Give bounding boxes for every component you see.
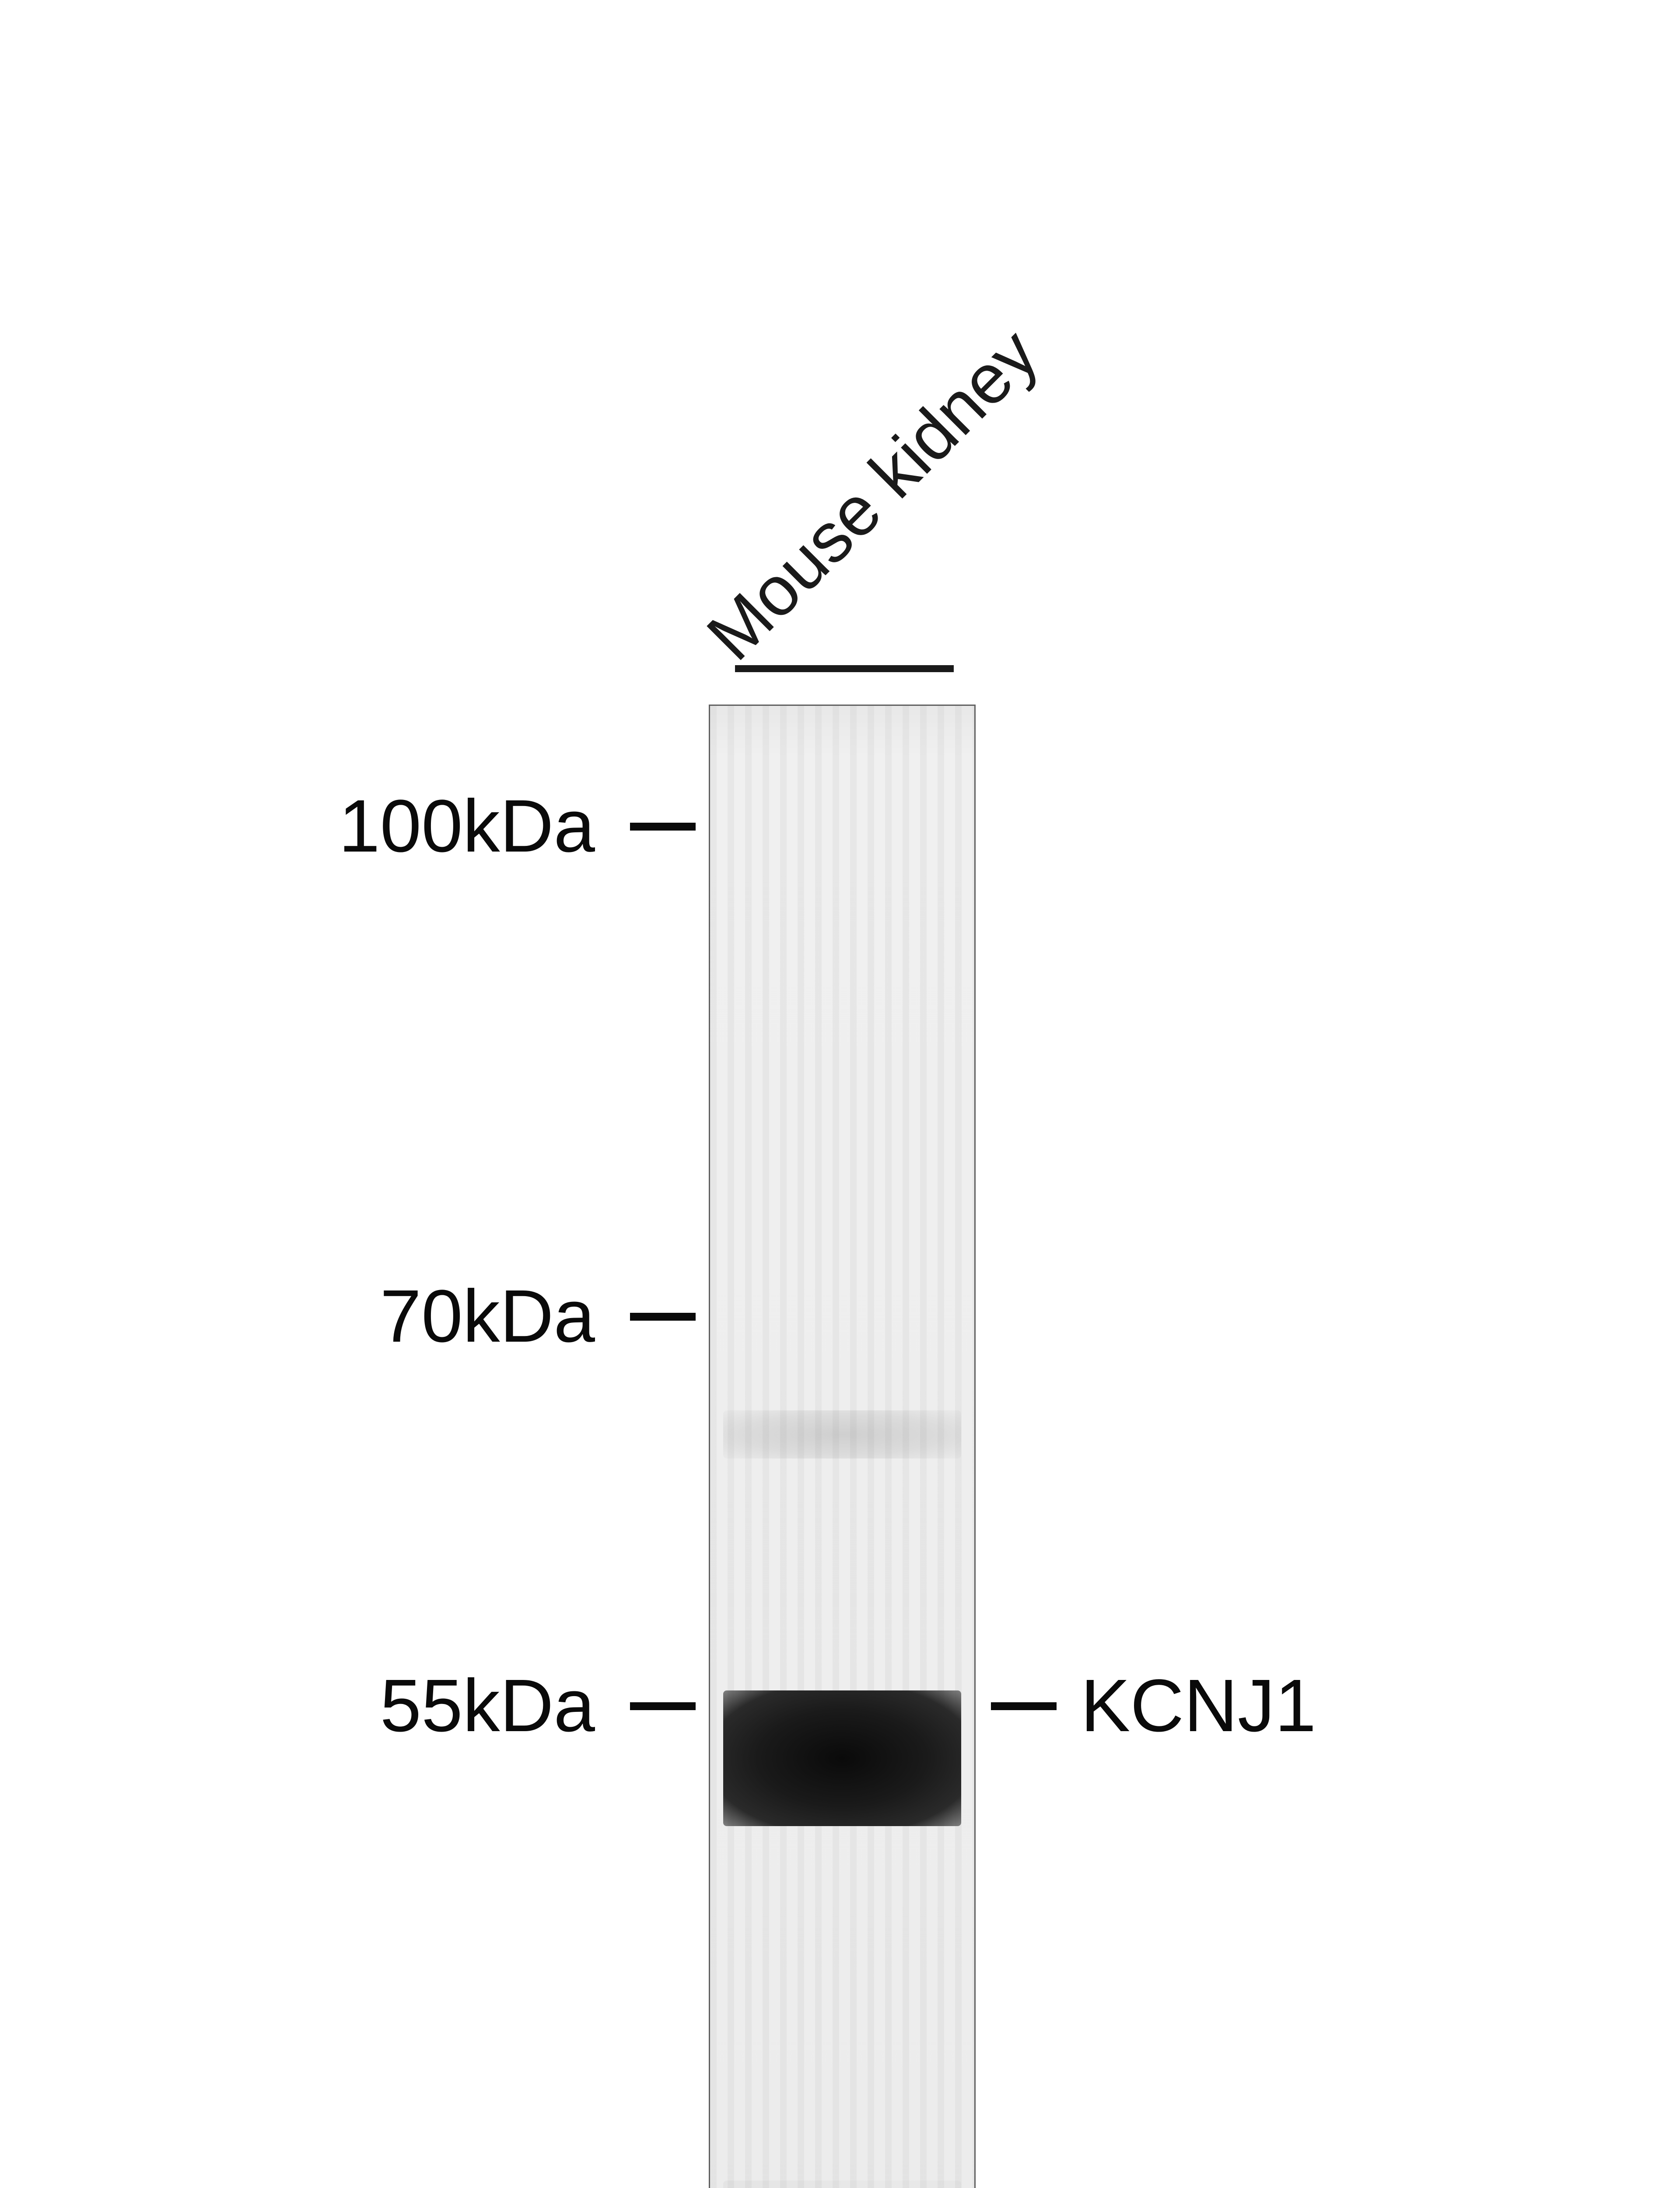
target-label-text: KCNJ1 <box>1081 1664 1316 1747</box>
blot-lane <box>709 705 976 2188</box>
mw-label-55: 55kDa <box>306 1663 595 1749</box>
lane-label-underline <box>735 665 954 672</box>
mw-tick-100 <box>630 823 696 831</box>
lane-label-text: Mouse kidney <box>692 314 1053 675</box>
western-blot-figure: Mouse kidney 100kDa 70kDa 55kDa 40kDa 35… <box>394 88 1531 2188</box>
lane-label: Mouse kidney <box>691 313 1054 676</box>
mw-label-100: 100kDa <box>262 783 595 869</box>
mw-label-70: 70kDa <box>306 1273 595 1359</box>
target-tick <box>991 1702 1057 1710</box>
mw-tick-70 <box>630 1313 696 1321</box>
band-faint-upper <box>723 1410 961 1459</box>
band-faint-lower <box>723 2181 961 2188</box>
mw-tick-55 <box>630 1702 696 1710</box>
band-main-kcnj1 <box>723 1690 961 1826</box>
target-label: KCNJ1 <box>1081 1663 1316 1749</box>
